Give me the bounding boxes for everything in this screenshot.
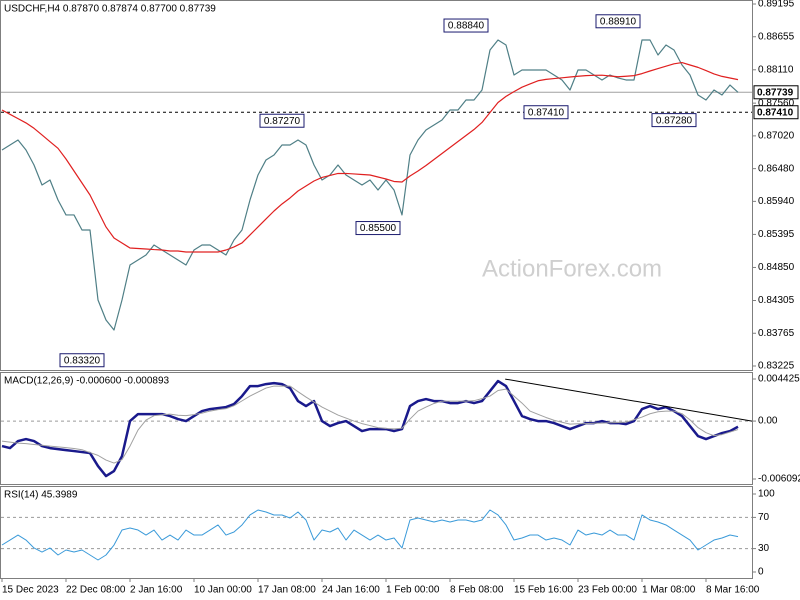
level-label: 0.87410 [757,107,794,118]
y-tick-label: 0.84850 [758,262,795,273]
annotation-label: 0.88840 [448,21,485,32]
y-tick-label: 30 [758,543,770,554]
y-tick-label: 0.83765 [758,328,795,339]
y-tick-label: 0.83225 [758,361,795,372]
y-tick-label: 0.004425 [758,374,800,385]
y-tick-label: 0.00 [758,416,778,427]
y-tick-label: 0.85395 [758,229,795,240]
x-tick-label: 24 Jan 16:00 [322,585,380,596]
y-tick-label: 0.89195 [758,0,795,10]
watermark: ActionForex.com [482,255,662,282]
y-tick-label: 0.88110 [758,64,794,75]
x-tick-label: 2 Jan 16:00 [130,585,183,596]
panel-frame [0,486,753,579]
x-tick-label: 8 Mar 16:00 [706,585,760,596]
series-line [1,509,739,561]
panel-title: MACD(12,26,9) -0.000600 -0.000893 [4,376,170,387]
y-tick-label: 0.87560 [758,98,795,109]
x-tick-label: 23 Feb 00:00 [578,585,637,596]
x-tick-label: 15 Feb 16:00 [514,585,573,596]
trend-line [505,378,753,422]
series-line [1,385,739,464]
price-label: 0.87739 [757,87,794,98]
y-tick-label: 0 [758,567,764,578]
annotation-box [523,105,569,120]
annotation-box [259,113,305,128]
level-label-box [753,105,799,120]
x-tick-label: 1 Mar 08:00 [642,585,696,596]
price-label-box [753,85,799,100]
annotation-box [59,353,105,368]
panel-title: RSI(14) 45.3989 [4,490,78,501]
annotation-box [355,221,401,236]
y-tick-label: 0.87020 [758,131,795,142]
y-tick-label: 100 [758,489,775,500]
annotation-box [595,14,641,29]
x-tick-label: 8 Feb 08:00 [450,585,504,596]
y-tick-label: 70 [758,512,770,523]
annotation-label: 0.87280 [656,115,693,126]
panel-frame [0,0,753,371]
annotation-label: 0.83320 [64,355,101,366]
panel-title: USDCHF,H4 0.87870 0.87874 0.87700 0.8773… [4,4,216,15]
annotation-box [651,113,697,128]
x-tick-label: 17 Jan 08:00 [258,585,316,596]
y-tick-label: 0.85940 [758,196,795,207]
y-tick-label: 0.86480 [758,163,795,174]
annotation-label: 0.87410 [528,107,565,118]
series-line [1,61,739,253]
annotation-label: 0.85500 [360,223,397,234]
x-tick-label: 22 Dec 08:00 [66,585,126,596]
annotation-label: 0.88910 [600,16,637,27]
y-tick-label: 0.88655 [758,31,795,42]
annotation-label: 0.87270 [264,116,301,127]
x-tick-label: 15 Dec 2023 [2,585,59,596]
x-tick-label: 10 Jan 00:00 [194,585,252,596]
panel-frame [0,372,753,485]
y-tick-label: -0.006092 [758,474,800,485]
x-tick-label: 1 Feb 00:00 [386,585,440,596]
annotation-box [443,18,489,33]
y-tick-label: 0.84305 [758,295,795,306]
